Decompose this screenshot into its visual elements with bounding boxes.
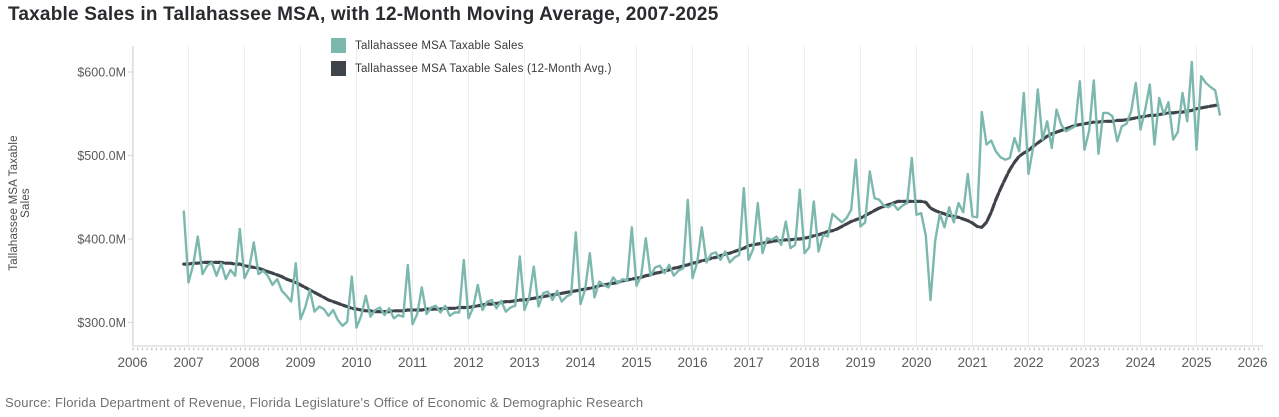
x-tick-label: 2013 bbox=[509, 355, 539, 370]
legend-item-sales-label: Tallahassee MSA Taxable Sales bbox=[355, 39, 524, 52]
x-tick-label: 2017 bbox=[733, 355, 763, 370]
x-tick-label: 2024 bbox=[1125, 355, 1156, 370]
x-tick-label: 2019 bbox=[845, 355, 875, 370]
taxable-sales-line[interactable] bbox=[182, 60, 1222, 329]
x-tick-label: 2016 bbox=[677, 355, 707, 370]
x-tick-label: 2014 bbox=[565, 355, 596, 370]
x-tick-label: 2007 bbox=[173, 355, 203, 370]
x-tick-label: 2021 bbox=[957, 355, 987, 370]
x-tick-label: 2009 bbox=[285, 355, 315, 370]
x-tick-label: 2008 bbox=[229, 355, 259, 370]
legend-item-moving-average[interactable]: Tallahassee MSA Taxable Sales (12-Month … bbox=[331, 61, 612, 76]
x-tick-label: 2018 bbox=[789, 355, 819, 370]
legend-item-sales[interactable]: Tallahassee MSA Taxable Sales bbox=[331, 38, 612, 53]
x-tick-label: 2011 bbox=[398, 355, 427, 370]
x-tick-label: 2010 bbox=[341, 355, 371, 370]
y-tick-label: $500.0M bbox=[77, 149, 126, 163]
x-tick-label: 2012 bbox=[453, 355, 483, 370]
x-tick-label: 2023 bbox=[1069, 355, 1099, 370]
x-tick-label: 2026 bbox=[1237, 355, 1267, 370]
chart-title: Taxable Sales in Tallahassee MSA, with 1… bbox=[8, 4, 719, 25]
sales-series-swatch-icon bbox=[331, 38, 346, 53]
legend-item-moving-average-label: Tallahassee MSA Taxable Sales (12-Month … bbox=[355, 62, 612, 75]
y-tick-label: $400.0M bbox=[77, 233, 126, 247]
x-tick-label: 2006 bbox=[117, 355, 147, 370]
x-tick-label: 2025 bbox=[1181, 355, 1211, 370]
y-tick-label: $300.0M bbox=[77, 316, 126, 330]
x-tick-label: 2015 bbox=[621, 355, 651, 370]
legend: Tallahassee MSA Taxable Sales Tallahasse… bbox=[331, 38, 612, 84]
source-note: Source: Florida Department of Revenue, F… bbox=[5, 395, 644, 410]
avg-series-swatch-icon bbox=[331, 61, 346, 76]
x-tick-label: 2022 bbox=[1013, 355, 1043, 370]
moving-average-line[interactable] bbox=[182, 102, 1222, 314]
y-tick-label: $600.0M bbox=[77, 66, 126, 80]
x-tick-label: 2020 bbox=[901, 355, 931, 370]
